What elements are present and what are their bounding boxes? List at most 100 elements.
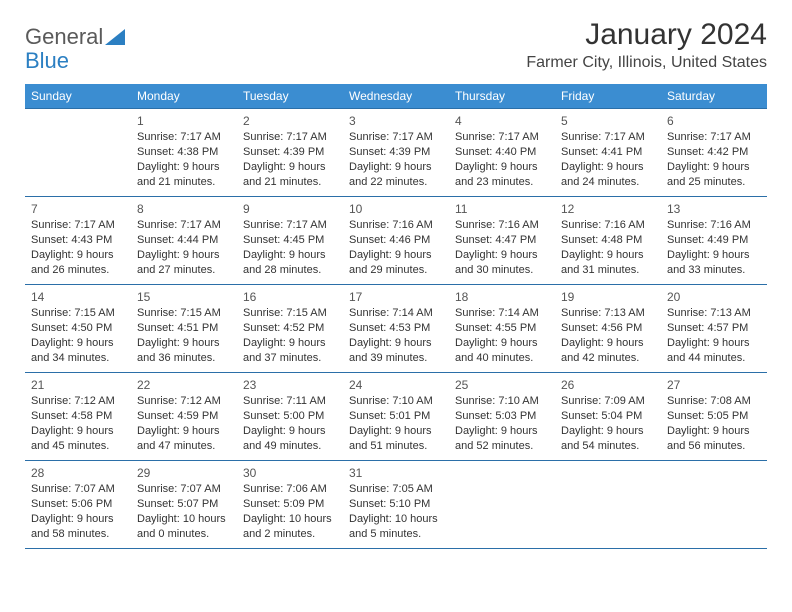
- calendar-day-cell: 13Sunrise: 7:16 AMSunset: 4:49 PMDayligh…: [661, 197, 767, 285]
- calendar-day-cell: 7Sunrise: 7:17 AMSunset: 4:43 PMDaylight…: [25, 197, 131, 285]
- calendar-day-cell: 9Sunrise: 7:17 AMSunset: 4:45 PMDaylight…: [237, 197, 343, 285]
- calendar-week-row: 21Sunrise: 7:12 AMSunset: 4:58 PM Dayligh…: [25, 373, 767, 461]
- day-number: 22: [137, 377, 231, 393]
- day-info-line: and 51 minutes.: [349, 439, 443, 454]
- day-info-line: Sunrise: 7:09 AM: [561, 394, 655, 409]
- day-info-line: Sunrise: 7:13 AM: [561, 306, 655, 321]
- day-info-line: Daylight: 9 hours: [31, 512, 125, 527]
- day-info-line: and 25 minutes.: [667, 175, 761, 190]
- calendar-week-row: 14Sunrise: 7:15 AMSunset: 4:50 PMDayligh…: [25, 285, 767, 373]
- day-info-line: Sunset: 4:58 PM: [31, 409, 125, 424]
- day-info-line: Sunset: 5:07 PM: [137, 497, 231, 512]
- day-info-line: Sunrise: 7:11 AM: [243, 394, 337, 409]
- calendar-day-cell: 5Sunrise: 7:17 AMSunset: 4:41 PMDaylight…: [555, 109, 661, 197]
- calendar-body: 1Sunrise: 7:17 AMSunset: 4:38 PMDaylight…: [25, 109, 767, 549]
- day-info-line: Sunrise: 7:17 AM: [243, 218, 337, 233]
- day-info-line: Daylight: 9 hours: [137, 160, 231, 175]
- day-number: 21: [31, 377, 125, 393]
- day-number: 3: [349, 113, 443, 129]
- calendar-header-row: SundayMondayTuesdayWednesdayThursdayFrid…: [25, 84, 767, 109]
- day-info-line: Daylight: 9 hours: [455, 248, 549, 263]
- day-info-line: and 45 minutes.: [31, 439, 125, 454]
- day-info-line: and 47 minutes.: [137, 439, 231, 454]
- calendar-day-cell: 4Sunrise: 7:17 AMSunset: 4:40 PMDaylight…: [449, 109, 555, 197]
- day-number: 5: [561, 113, 655, 129]
- day-info-line: Daylight: 9 hours: [455, 160, 549, 175]
- day-info-line: Daylight: 9 hours: [349, 336, 443, 351]
- day-info-line: and 30 minutes.: [455, 263, 549, 278]
- weekday-header: Thursday: [449, 84, 555, 109]
- calendar-day-cell: 15Sunrise: 7:15 AMSunset: 4:51 PMDayligh…: [131, 285, 237, 373]
- day-info-line: Sunset: 4:42 PM: [667, 145, 761, 160]
- day-info-line: Sunset: 4:49 PM: [667, 233, 761, 248]
- day-info-line: Daylight: 9 hours: [455, 424, 549, 439]
- day-info-line: Daylight: 9 hours: [561, 248, 655, 263]
- calendar-day-cell: 11Sunrise: 7:16 AMSunset: 4:47 PMDayligh…: [449, 197, 555, 285]
- calendar-week-row: 1Sunrise: 7:17 AMSunset: 4:38 PMDaylight…: [25, 109, 767, 197]
- day-info-line: and 34 minutes.: [31, 351, 125, 366]
- day-info-line: Daylight: 9 hours: [243, 336, 337, 351]
- day-number: 26: [561, 377, 655, 393]
- day-number: 10: [349, 201, 443, 217]
- day-info-line: and 28 minutes.: [243, 263, 337, 278]
- day-number: 23: [243, 377, 337, 393]
- day-info-line: Sunrise: 7:12 AM: [31, 394, 125, 409]
- day-info-line: Daylight: 9 hours: [561, 336, 655, 351]
- day-info-line: Daylight: 9 hours: [349, 424, 443, 439]
- day-info-line: and 49 minutes.: [243, 439, 337, 454]
- day-number: 14: [31, 289, 125, 305]
- day-number: 7: [31, 201, 125, 217]
- day-info-line: Sunrise: 7:17 AM: [243, 130, 337, 145]
- day-info-line: Sunset: 5:10 PM: [349, 497, 443, 512]
- day-info-line: Sunset: 4:39 PM: [349, 145, 443, 160]
- weekday-header: Tuesday: [237, 84, 343, 109]
- calendar-day-cell: 24Sunrise: 7:10 AMSunset: 5:01 PMDayligh…: [343, 373, 449, 461]
- calendar-day-cell: 12Sunrise: 7:16 AMSunset: 4:48 PMDayligh…: [555, 197, 661, 285]
- calendar-day-cell: 20Sunrise: 7:13 AMSunset: 4:57 PMDayligh…: [661, 285, 767, 373]
- day-number: 11: [455, 201, 549, 217]
- day-info-line: Sunset: 4:57 PM: [667, 321, 761, 336]
- day-info-line: Sunset: 4:51 PM: [137, 321, 231, 336]
- day-info-line: Daylight: 10 hours: [243, 512, 337, 527]
- day-info-line: Daylight: 9 hours: [561, 424, 655, 439]
- day-number: 29: [137, 465, 231, 481]
- day-info-line: Daylight: 9 hours: [243, 424, 337, 439]
- day-info-line: Sunset: 4:45 PM: [243, 233, 337, 248]
- calendar-day-cell: 23Sunrise: 7:11 AMSunset: 5:00 PMDayligh…: [237, 373, 343, 461]
- weekday-header: Wednesday: [343, 84, 449, 109]
- day-info-line: Sunset: 5:06 PM: [31, 497, 125, 512]
- day-info-line: and 58 minutes.: [31, 527, 125, 542]
- calendar-day-cell: 17Sunrise: 7:14 AMSunset: 4:53 PMDayligh…: [343, 285, 449, 373]
- day-info-line: and 39 minutes.: [349, 351, 443, 366]
- day-info-line: Sunset: 4:55 PM: [455, 321, 549, 336]
- day-info-line: Sunset: 5:04 PM: [561, 409, 655, 424]
- day-info-line: Sunrise: 7:10 AM: [455, 394, 549, 409]
- calendar-day-cell: 30Sunrise: 7:06 AMSunset: 5:09 PMDayligh…: [237, 461, 343, 549]
- month-title: January 2024: [526, 18, 767, 52]
- day-info-line: and 52 minutes.: [455, 439, 549, 454]
- day-info-line: and 23 minutes.: [455, 175, 549, 190]
- calendar-week-row: 7 Sunrise: 7:17 AM Sunset: 4:43 PM Daylight…: [25, 197, 767, 285]
- day-number: 24: [349, 377, 443, 393]
- day-number: 15: [137, 289, 231, 305]
- day-info-line: and 56 minutes.: [667, 439, 761, 454]
- day-info-line: Sunrise: 7:10 AM: [349, 394, 443, 409]
- calendar-day-cell: 3Sunrise: 7:17 AMSunset: 4:39 PMDaylight…: [343, 109, 449, 197]
- day-info-line: Sunset: 4:39 PM: [243, 145, 337, 160]
- day-info-line: Sunrise: 7:17 AM: [455, 130, 549, 145]
- day-info-line: Sunrise: 7:16 AM: [349, 218, 443, 233]
- day-info-line: and 37 minutes.: [243, 351, 337, 366]
- day-info-line: Daylight: 9 hours: [137, 336, 231, 351]
- day-number: 30: [243, 465, 337, 481]
- day-info-line: and 2 minutes.: [243, 527, 337, 542]
- calendar-day-cell: 6Sunrise: 7:17 AMSunset: 4:42 PMDaylight…: [661, 109, 767, 197]
- day-info-line: Sunrise: 7:05 AM: [349, 482, 443, 497]
- day-info-line: Sunrise: 7:14 AM: [349, 306, 443, 321]
- day-info-line: Sunrise: 7:14 AM: [455, 306, 549, 321]
- day-info-line: and 29 minutes.: [349, 263, 443, 278]
- day-info-line: Sunrise: 7:13 AM: [667, 306, 761, 321]
- calendar-table: SundayMondayTuesdayWednesdayThursdayFrid…: [25, 84, 767, 549]
- day-info-line: Sunset: 4:43 PM: [31, 233, 125, 248]
- day-info-line: Daylight: 9 hours: [137, 424, 231, 439]
- day-info-line: Sunset: 4:40 PM: [455, 145, 549, 160]
